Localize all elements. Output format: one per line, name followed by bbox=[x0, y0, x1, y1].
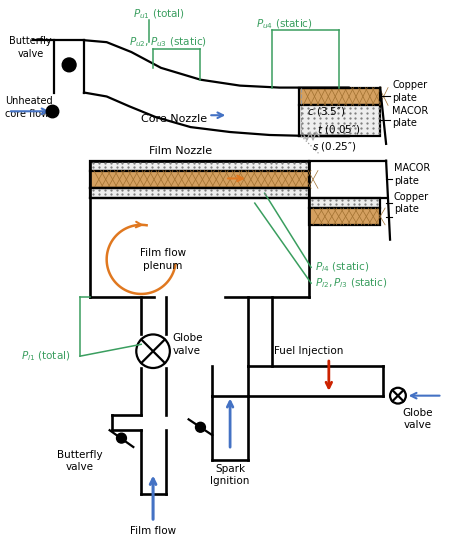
Text: Butterfly
valve: Butterfly valve bbox=[9, 36, 52, 59]
Text: Copper
plate: Copper plate bbox=[394, 192, 429, 214]
Text: $P_{l1}$ (total): $P_{l1}$ (total) bbox=[21, 349, 70, 363]
Bar bbox=[299, 105, 380, 136]
Text: Copper
plate: Copper plate bbox=[392, 80, 427, 103]
Text: $P_{u1}$ (total): $P_{u1}$ (total) bbox=[133, 8, 185, 22]
Bar bbox=[309, 208, 380, 225]
Text: Globe
valve: Globe valve bbox=[173, 333, 203, 356]
Text: Film flow
plenum: Film flow plenum bbox=[140, 248, 186, 271]
Circle shape bbox=[196, 422, 205, 432]
Bar bbox=[309, 198, 380, 208]
Text: Film flow: Film flow bbox=[130, 526, 176, 536]
Circle shape bbox=[117, 433, 127, 443]
Text: $P_{l4}$ (static): $P_{l4}$ (static) bbox=[315, 260, 369, 274]
Text: Unheated
core flow: Unheated core flow bbox=[5, 96, 53, 118]
Bar bbox=[299, 88, 380, 105]
Text: $c$ (3.5″): $c$ (3.5″) bbox=[307, 105, 346, 118]
Circle shape bbox=[62, 58, 76, 72]
Text: $P_{l2}, P_{l3}$ (static): $P_{l2}, P_{l3}$ (static) bbox=[315, 277, 388, 290]
Text: Spark
Ignition: Spark Ignition bbox=[210, 464, 250, 486]
Text: Globe
valve: Globe valve bbox=[402, 407, 433, 430]
Text: Film Nozzle: Film Nozzle bbox=[149, 146, 212, 155]
Text: Butterfly
valve: Butterfly valve bbox=[57, 450, 103, 472]
Text: $P_{u4}$ (static): $P_{u4}$ (static) bbox=[256, 18, 312, 31]
Text: MACOR
plate: MACOR plate bbox=[394, 163, 430, 186]
Text: Fuel Injection: Fuel Injection bbox=[274, 346, 344, 356]
Text: $t$ (0.05″): $t$ (0.05″) bbox=[317, 123, 361, 136]
Bar bbox=[90, 161, 309, 171]
Bar bbox=[90, 171, 309, 188]
Text: Core Nozzle: Core Nozzle bbox=[141, 114, 207, 124]
Text: MACOR
plate: MACOR plate bbox=[392, 106, 428, 129]
Text: $P_{u2}, P_{u3}$ (static): $P_{u2}, P_{u3}$ (static) bbox=[129, 36, 207, 49]
Text: $s$ (0.25″): $s$ (0.25″) bbox=[312, 140, 356, 153]
Bar bbox=[90, 188, 309, 198]
